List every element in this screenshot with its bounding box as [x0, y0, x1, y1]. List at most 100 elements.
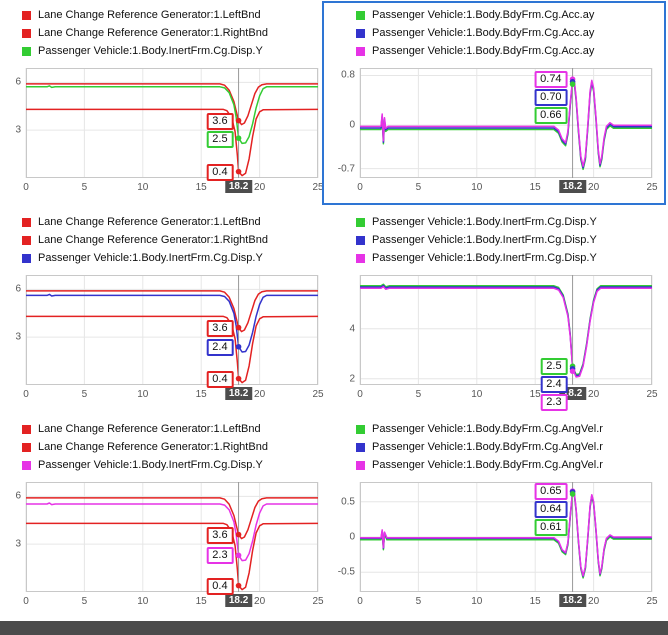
cursor-marker	[235, 324, 242, 331]
x-tick-label: 5	[81, 182, 88, 193]
y-tick-label: 0	[349, 531, 355, 543]
y-tick-label: 2	[349, 373, 355, 385]
cursor-value-box: 2.4	[540, 376, 568, 394]
signal-line-blue[interactable]	[26, 293, 318, 353]
legend-swatch-icon	[356, 28, 365, 38]
cursor-value-box: 0.65	[534, 483, 568, 501]
subplot-top-left[interactable]: Lane Change Reference Generator:1.LeftBn…	[0, 0, 334, 207]
legend: Passenger Vehicle:1.Body.BdyFrm.Cg.Acc.a…	[356, 6, 594, 60]
cursor-time-label[interactable]: 18.2	[224, 594, 253, 607]
legend-item: Passenger Vehicle:1.Body.BdyFrm.Cg.AngVe…	[356, 438, 603, 456]
signal-line-blue[interactable]	[360, 284, 652, 377]
cursor-marker	[235, 582, 242, 589]
plot-canvas[interactable]	[359, 275, 653, 385]
x-tick-label: 25	[646, 389, 658, 400]
signal-line-magenta[interactable]	[26, 502, 318, 562]
cursor-marker	[235, 168, 242, 175]
legend-label: Passenger Vehicle:1.Body.BdyFrm.Cg.Acc.a…	[372, 45, 595, 57]
legend-swatch-icon	[22, 442, 31, 452]
x-tick-label: 20	[588, 182, 600, 193]
y-tick-label: 4	[349, 323, 355, 335]
legend-label: Passenger Vehicle:1.Body.InertFrm.Cg.Dis…	[372, 252, 597, 264]
legend-swatch-icon	[356, 235, 365, 245]
legend-swatch-icon	[356, 217, 365, 227]
cursor-value-box: 0.4	[206, 370, 234, 388]
legend-label: Passenger Vehicle:1.Body.InertFrm.Cg.Dis…	[38, 459, 263, 471]
subplot-bottom-right[interactable]: Passenger Vehicle:1.Body.BdyFrm.Cg.AngVe…	[334, 414, 668, 621]
plot-canvas[interactable]	[25, 482, 319, 592]
x-tick-label: 25	[646, 182, 658, 193]
legend-label: Passenger Vehicle:1.Body.BdyFrm.Cg.AngVe…	[372, 459, 603, 471]
subplot-middle-right[interactable]: Passenger Vehicle:1.Body.InertFrm.Cg.Dis…	[334, 207, 668, 414]
signal-line-green[interactable]	[26, 85, 318, 145]
legend-swatch-icon	[22, 28, 31, 38]
cursor-time-label[interactable]: 18.2	[558, 180, 587, 193]
legend: Lane Change Reference Generator:1.LeftBn…	[22, 213, 268, 267]
x-tick-label: 20	[254, 389, 266, 400]
x-tick-label: 25	[312, 389, 324, 400]
legend-swatch-icon	[22, 235, 31, 245]
x-tick-label: 25	[312, 596, 324, 607]
cursor-time-label[interactable]: 18.2	[558, 594, 587, 607]
legend-label: Passenger Vehicle:1.Body.InertFrm.Cg.Dis…	[372, 234, 597, 246]
legend-item: Passenger Vehicle:1.Body.InertFrm.Cg.Dis…	[22, 42, 268, 60]
signal-line-magenta[interactable]	[360, 490, 652, 577]
legend-label: Passenger Vehicle:1.Body.InertFrm.Cg.Dis…	[38, 252, 263, 264]
cursor-value-box: 0.4	[206, 163, 234, 181]
x-tick-label: 5	[81, 596, 88, 607]
x-tick-label: 20	[254, 596, 266, 607]
plot-canvas[interactable]	[25, 68, 319, 178]
legend: Passenger Vehicle:1.Body.InertFrm.Cg.Dis…	[356, 213, 597, 267]
legend-label: Passenger Vehicle:1.Body.BdyFrm.Cg.Acc.a…	[372, 27, 595, 39]
x-tick-label: 15	[195, 182, 207, 193]
subplot-bottom-left[interactable]: Lane Change Reference Generator:1.LeftBn…	[0, 414, 334, 621]
signal-line-red[interactable]	[26, 108, 319, 177]
x-tick-label: 15	[529, 389, 541, 400]
legend-label: Passenger Vehicle:1.Body.BdyFrm.Cg.AngVe…	[372, 441, 603, 453]
legend-item: Lane Change Reference Generator:1.RightB…	[22, 24, 268, 42]
cursor-value-box: 3.6	[206, 112, 234, 130]
legend-label: Passenger Vehicle:1.Body.InertFrm.Cg.Dis…	[372, 216, 597, 228]
plot-canvas[interactable]	[25, 275, 319, 385]
legend-item: Passenger Vehicle:1.Body.InertFrm.Cg.Dis…	[356, 231, 597, 249]
x-tick-label: 15	[529, 596, 541, 607]
legend-swatch-icon	[22, 424, 31, 434]
signal-line-red[interactable]	[26, 497, 318, 540]
plot-canvas[interactable]	[359, 482, 653, 592]
legend-item: Passenger Vehicle:1.Body.InertFrm.Cg.Dis…	[22, 456, 268, 474]
cursor-value-box: 2.3	[206, 547, 234, 565]
legend-label: Passenger Vehicle:1.Body.InertFrm.Cg.Dis…	[38, 45, 263, 57]
x-tick-label: 0	[357, 182, 363, 193]
legend-label: Lane Change Reference Generator:1.RightB…	[38, 441, 268, 453]
cursor-value-box: 2.4	[206, 338, 234, 356]
signal-line-red[interactable]	[26, 522, 319, 591]
y-tick-label: 6	[15, 490, 21, 502]
cursor-marker	[569, 491, 576, 497]
cursor-value-box: 3.6	[206, 526, 234, 544]
legend-label: Lane Change Reference Generator:1.RightB…	[38, 234, 268, 246]
signal-line-blue[interactable]	[360, 491, 652, 578]
plot-canvas[interactable]	[359, 68, 653, 178]
legend-label: Lane Change Reference Generator:1.LeftBn…	[38, 9, 261, 21]
legend: Lane Change Reference Generator:1.LeftBn…	[22, 420, 268, 474]
signal-line-green[interactable]	[360, 283, 652, 376]
subplot-middle-left[interactable]: Lane Change Reference Generator:1.LeftBn…	[0, 207, 334, 414]
signal-line-magenta[interactable]	[360, 78, 652, 167]
signal-line-green[interactable]	[360, 492, 652, 579]
legend-item: Passenger Vehicle:1.Body.BdyFrm.Cg.Acc.a…	[356, 6, 594, 24]
cursor-value-box: 3.6	[206, 319, 234, 337]
y-tick-label: 3	[15, 331, 21, 343]
subplot-top-right[interactable]: Passenger Vehicle:1.Body.BdyFrm.Cg.Acc.a…	[322, 0, 668, 207]
cursor-value-box: 0.66	[534, 107, 568, 125]
signal-line-red[interactable]	[26, 290, 318, 333]
legend-swatch-icon	[22, 253, 31, 263]
legend-item: Passenger Vehicle:1.Body.BdyFrm.Cg.AngVe…	[356, 420, 603, 438]
cursor-time-label[interactable]: 18.2	[224, 180, 253, 193]
cursor-value-box: 2.5	[206, 130, 234, 148]
cursor-time-label[interactable]: 18.2	[224, 387, 253, 400]
y-tick-label: 3	[15, 124, 21, 136]
signal-line-magenta[interactable]	[360, 285, 652, 378]
cursor-value-box: 2.3	[540, 394, 568, 412]
signal-line-red[interactable]	[26, 315, 319, 384]
signal-line-red[interactable]	[26, 83, 318, 126]
